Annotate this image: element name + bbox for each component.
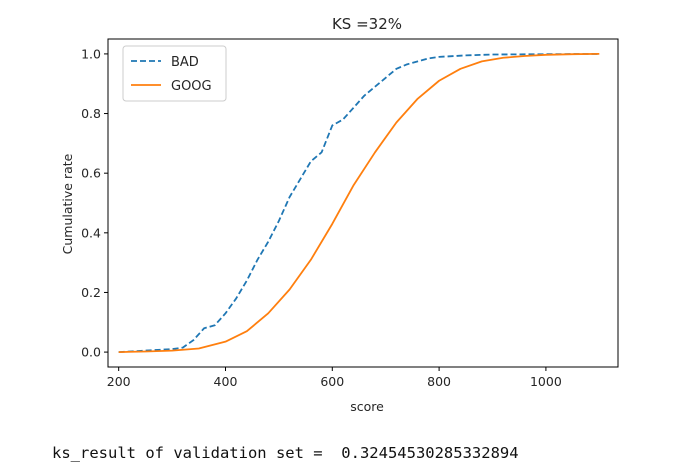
ks-chart: KS =32% 200 400 600 800 1000 0.0 0.2 0.4 0.6 0.8… <box>60 15 619 414</box>
plot-area <box>107 38 619 368</box>
x-tick-label: 600 <box>320 374 344 389</box>
chart-title: KS =32% <box>332 15 402 33</box>
x-axis-ticks: 200 400 600 800 1000 <box>107 367 562 389</box>
x-tick-label: 1000 <box>530 374 562 389</box>
x-axis-title: score <box>350 399 384 414</box>
y-tick-label: 1.0 <box>81 46 101 61</box>
y-tick-label: 0.0 <box>81 345 101 360</box>
x-tick-label: 800 <box>427 374 451 389</box>
y-tick-label: 0.4 <box>81 225 101 240</box>
y-axis-ticks: 0.0 0.2 0.4 0.6 0.8 1.0 <box>81 46 108 360</box>
legend: BAD GOOG <box>122 45 227 102</box>
y-tick-label: 0.6 <box>81 166 101 181</box>
legend-label-bad: BAD <box>171 55 199 70</box>
x-tick-label: 200 <box>107 374 131 389</box>
legend-box <box>122 45 227 102</box>
plot-frame <box>107 38 619 368</box>
y-tick-label: 0.8 <box>81 106 101 121</box>
y-tick-label: 0.2 <box>81 285 101 300</box>
series-line-bad <box>118 53 600 353</box>
legend-label-goog: GOOG <box>171 79 212 94</box>
y-axis-title: Cumulative rate <box>60 153 75 254</box>
x-tick-label: 400 <box>214 374 238 389</box>
series-line-goog <box>118 53 600 353</box>
ks-result-output: ks_result of validation set = 0.32454530… <box>52 444 519 462</box>
